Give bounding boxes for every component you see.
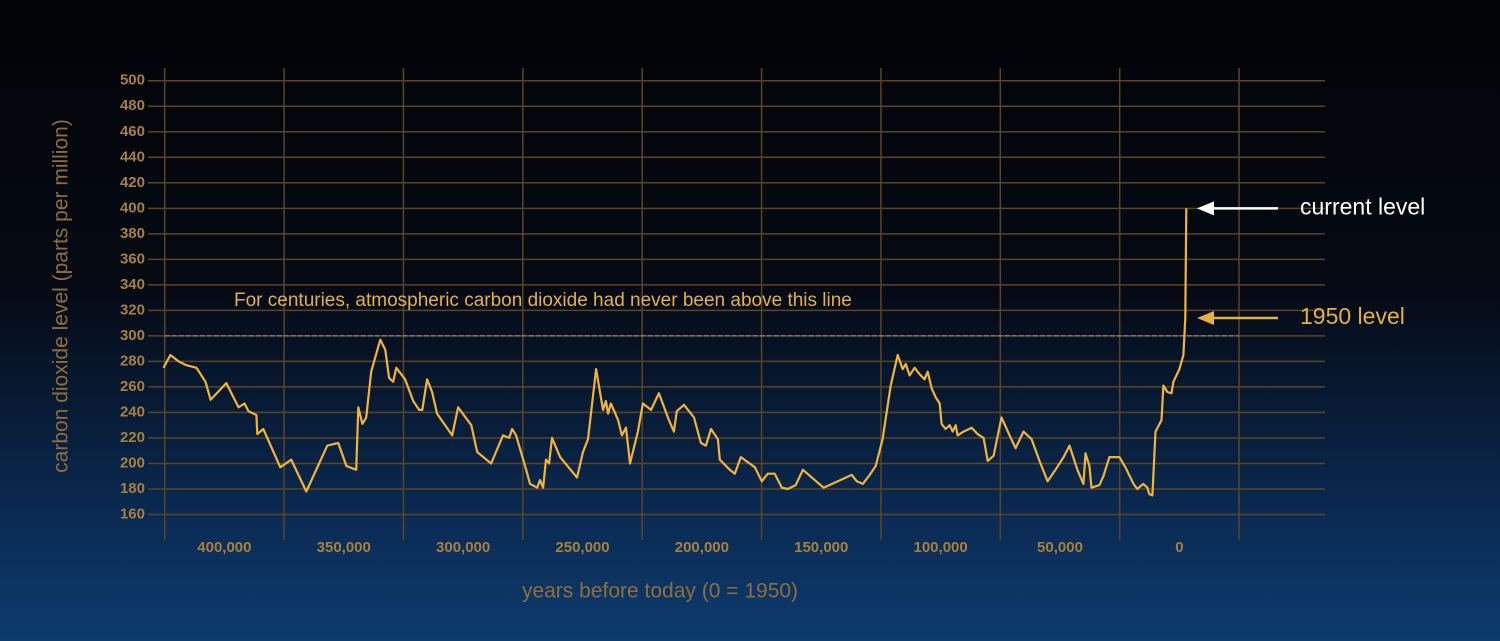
x-tick-label: 400,000: [197, 539, 251, 556]
annotation-label: 1950 level: [1300, 303, 1405, 329]
y-tick-label: 480: [120, 97, 145, 114]
x-axis-title: years before today (0 = 1950): [522, 580, 798, 603]
annotation-arrow-head: [1197, 201, 1214, 216]
y-tick-label: 260: [120, 378, 145, 395]
y-tick-label: 340: [120, 276, 145, 293]
x-tick-label: 50,000: [1037, 539, 1083, 556]
y-tick-label: 500: [120, 72, 145, 89]
y-tick-label: 300: [120, 327, 145, 344]
reference-label: For centuries, atmospheric carbon dioxid…: [234, 290, 852, 311]
data-line: [162, 208, 1188, 497]
y-axis-title: carbon dioxide level (parts per million): [50, 119, 73, 473]
x-tick-label: 250,000: [555, 539, 609, 556]
y-tick-label: 240: [120, 403, 145, 420]
x-tick-label: 350,000: [317, 539, 371, 556]
y-tick-label: 200: [120, 454, 145, 471]
annotation-arrow-head: [1197, 311, 1214, 326]
y-tick-label: 420: [120, 174, 145, 191]
x-tick-label: 300,000: [436, 539, 490, 556]
y-tick-label: 220: [120, 429, 145, 446]
y-tick-label: 280: [120, 352, 145, 369]
y-tick-label: 160: [120, 505, 145, 522]
y-tick-label: 380: [120, 225, 145, 242]
y-tick-label: 180: [120, 480, 145, 497]
x-tick-label: 100,000: [914, 539, 968, 556]
y-tick-label: 440: [120, 148, 145, 165]
y-tick-label: 320: [120, 301, 145, 318]
y-tick-label: 460: [120, 123, 145, 140]
x-tick-label: 150,000: [794, 539, 848, 556]
annotation-label: current level: [1300, 193, 1425, 219]
y-tick-label: 360: [120, 250, 145, 267]
x-tick-label: 200,000: [675, 539, 729, 556]
x-tick-label: 0: [1175, 539, 1183, 556]
y-tick-label: 400: [120, 199, 145, 216]
